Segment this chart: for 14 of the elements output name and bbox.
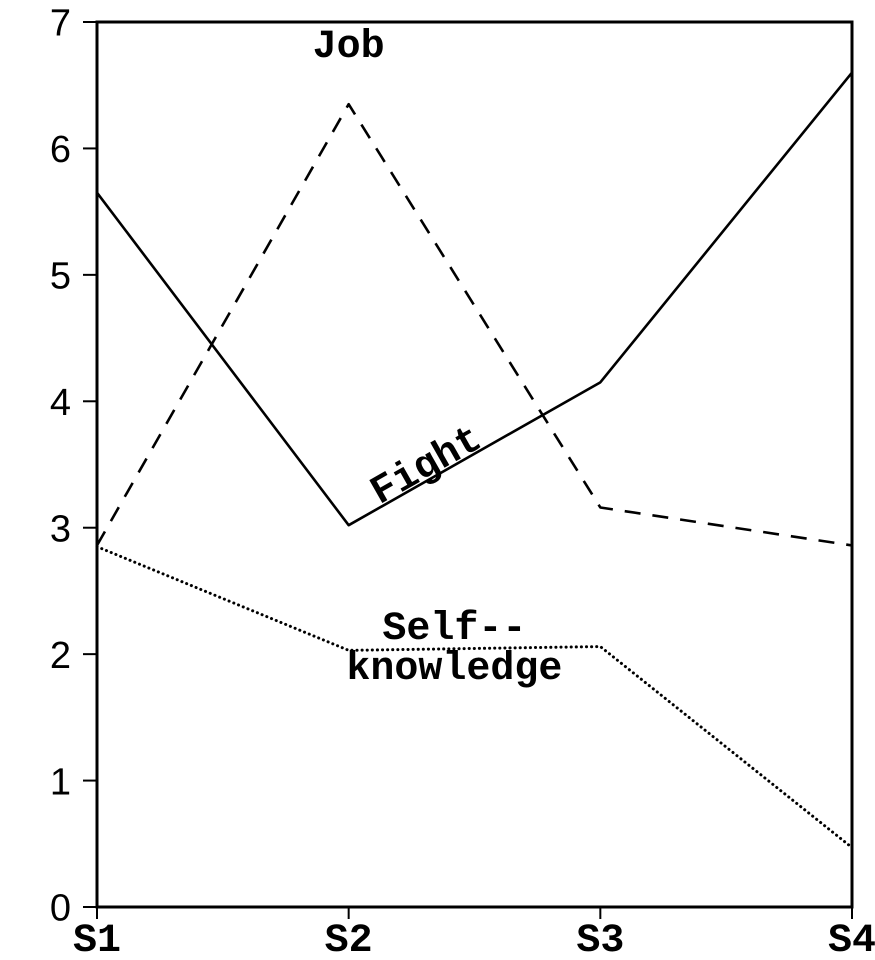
y-tick-label: 1: [50, 761, 71, 804]
series-label: Self-- knowledge: [346, 606, 562, 692]
x-tick-label: S4: [828, 919, 875, 960]
y-tick-label: 0: [50, 888, 71, 930]
y-tick-label: 4: [50, 382, 71, 424]
x-tick-label: S3: [576, 919, 624, 960]
x-tick-label: S2: [324, 919, 373, 960]
series-label: Job: [312, 25, 385, 70]
y-tick-label: 6: [50, 129, 71, 172]
y-tick-label: 5: [50, 256, 71, 298]
x-tick-label: S1: [72, 919, 122, 960]
y-tick-label: 7: [50, 2, 71, 45]
y-tick-label: 3: [50, 508, 71, 550]
y-tick-label: 2: [50, 634, 71, 677]
